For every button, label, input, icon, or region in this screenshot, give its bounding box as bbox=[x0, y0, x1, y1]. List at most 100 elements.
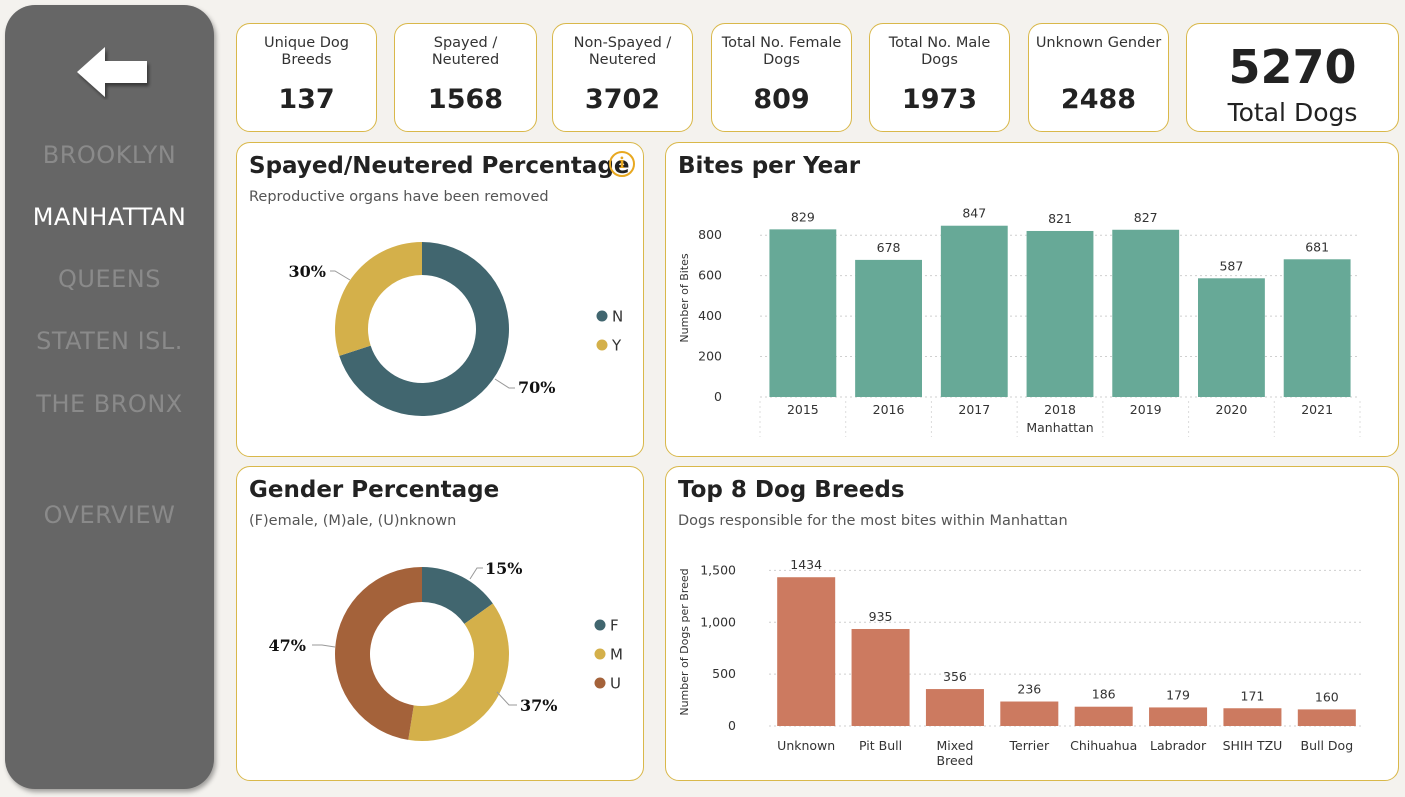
x-axis-title: Manhattan bbox=[1026, 420, 1093, 435]
slice-percent-label: 37% bbox=[520, 696, 557, 715]
arrow-left-icon bbox=[77, 47, 147, 97]
x-tick-label: Chihuahua bbox=[1070, 738, 1137, 753]
x-tick-label: Bull Dog bbox=[1301, 738, 1354, 753]
kpi-unknown-gender: Unknown Gender 2488 bbox=[1028, 23, 1169, 132]
bar-bull-dog[interactable] bbox=[1297, 709, 1356, 726]
x-tick-label: 2019 bbox=[1130, 402, 1162, 417]
y-tick-label: 1,500 bbox=[700, 562, 736, 577]
nav-manhattan[interactable]: MANHATTAN bbox=[32, 203, 187, 231]
bar-terrier[interactable] bbox=[1000, 701, 1059, 726]
slice-percent-label: 70% bbox=[518, 378, 555, 397]
panel-subtitle: (F)emale, (M)ale, (U)nknown bbox=[249, 513, 457, 529]
legend-label[interactable]: U bbox=[610, 675, 621, 693]
kpi-value: 137 bbox=[278, 84, 335, 115]
panel-title: Gender Percentage bbox=[249, 477, 500, 503]
spayed-donut-chart: 70% N 30% Y bbox=[289, 242, 623, 416]
bar-2021[interactable] bbox=[1283, 259, 1351, 397]
y-tick-label: 500 bbox=[712, 666, 736, 681]
panel-subtitle: Reproductive organs have been removed bbox=[249, 189, 549, 205]
bar-data-label: 829 bbox=[791, 209, 815, 224]
leader-line bbox=[312, 644, 336, 648]
kpi-non-spayed: Non-Spayed / Neutered 3702 bbox=[552, 23, 693, 132]
bar-2017[interactable] bbox=[940, 225, 1008, 397]
gender-donut-chart: 15% F 37% M 47% U bbox=[269, 559, 623, 741]
leader-line bbox=[469, 567, 483, 580]
back-button[interactable] bbox=[75, 45, 155, 100]
x-tick-label: 2018 bbox=[1044, 402, 1076, 417]
bar-shih-tzu[interactable] bbox=[1223, 708, 1282, 726]
kpi-spayed-neutered: Spayed / Neutered 1568 bbox=[394, 23, 537, 132]
kpi-value: 3702 bbox=[584, 84, 661, 115]
x-tick-label: Terrier bbox=[1009, 738, 1050, 753]
slice-percent-label: 30% bbox=[289, 262, 326, 281]
nav-staten-island[interactable]: STATEN ISL. bbox=[36, 327, 183, 355]
bar-data-label: 236 bbox=[1017, 682, 1041, 697]
sidebar-nav: BROOKLYN MANHATTAN QUEENS STATEN ISL. TH… bbox=[5, 5, 214, 789]
legend-label[interactable]: M bbox=[610, 646, 623, 664]
kpi-total-dogs: 5270 Total Dogs bbox=[1186, 23, 1399, 132]
x-tick-label: 2020 bbox=[1216, 402, 1248, 417]
x-tick-label: 2015 bbox=[787, 402, 819, 417]
donut-slice-y[interactable] bbox=[335, 242, 422, 356]
y-tick-label: 800 bbox=[698, 227, 722, 242]
panel-title: Top 8 Dog Breeds bbox=[678, 477, 905, 503]
bar-data-label: 160 bbox=[1315, 689, 1339, 704]
spayed-panel: Spayed/Neutered Percentage Reproductive … bbox=[236, 142, 644, 457]
legend-marker bbox=[596, 310, 608, 322]
nav-the-bronx[interactable]: THE BRONX bbox=[36, 390, 183, 418]
bar-labrador[interactable] bbox=[1149, 707, 1208, 726]
donut-slice-n[interactable] bbox=[339, 242, 509, 416]
bar-2018[interactable] bbox=[1026, 230, 1094, 397]
bites-bar-chart: 0 200 400 600 800 Number of Bites 829 2015 678 20… bbox=[678, 206, 1361, 437]
panel-subtitle: Dogs responsible for the most bites with… bbox=[678, 513, 1068, 529]
kpi-value: 809 bbox=[753, 84, 810, 115]
bar-chihuahua[interactable] bbox=[1074, 706, 1133, 726]
leader-line bbox=[494, 378, 515, 389]
y-tick-label: 1,000 bbox=[700, 614, 736, 629]
nav-queens[interactable]: QUEENS bbox=[58, 265, 161, 293]
kpi-male-dogs: Total No. Male Dogs 1973 bbox=[869, 23, 1010, 132]
bar-data-label: 678 bbox=[877, 240, 901, 255]
x-tick-label: 2021 bbox=[1301, 402, 1333, 417]
y-tick-label: 0 bbox=[714, 389, 722, 404]
legend-label[interactable]: N bbox=[612, 308, 623, 326]
bites-panel: Bites per Year 0 200 400 600 800 Number of Bi… bbox=[665, 142, 1399, 457]
x-tick-label: 2017 bbox=[958, 402, 990, 417]
total-dogs-value: 5270 bbox=[1228, 40, 1357, 94]
y-tick-label: 400 bbox=[698, 308, 722, 323]
bar-data-label: 1434 bbox=[790, 557, 822, 572]
bar-unknown[interactable] bbox=[777, 577, 836, 726]
x-tick-label: SHIH TZU bbox=[1223, 738, 1283, 753]
legend-label[interactable]: F bbox=[610, 617, 619, 635]
kpi-label: Unique Dog Breeds bbox=[264, 35, 349, 68]
bar-2015[interactable] bbox=[769, 229, 837, 397]
leader-line bbox=[496, 691, 517, 706]
leader-line bbox=[330, 270, 351, 281]
bar-2019[interactable] bbox=[1112, 229, 1180, 397]
y-tick-label: 600 bbox=[698, 268, 722, 283]
donut-slice-u[interactable] bbox=[334, 567, 422, 740]
x-tick-label: 2016 bbox=[873, 402, 905, 417]
y-tick-label: 200 bbox=[698, 349, 722, 364]
nav-brooklyn[interactable]: BROOKLYN bbox=[42, 141, 177, 169]
donut-slice-m[interactable] bbox=[408, 603, 509, 741]
legend-marker bbox=[594, 648, 606, 660]
bar-data-label: 587 bbox=[1219, 258, 1243, 273]
bar-data-label: 935 bbox=[869, 609, 893, 624]
kpi-female-dogs: Total No. Female Dogs 809 bbox=[711, 23, 852, 132]
bar-data-label: 171 bbox=[1241, 688, 1265, 703]
bar-2020[interactable] bbox=[1198, 278, 1265, 397]
bar-pit-bull[interactable] bbox=[851, 628, 910, 726]
donut-slice-f[interactable] bbox=[422, 567, 493, 624]
slice-percent-label: 15% bbox=[485, 559, 522, 578]
bar-mixed-breed[interactable] bbox=[925, 689, 984, 726]
kpi-label: Non-Spayed / Neutered bbox=[573, 35, 672, 68]
nav-overview[interactable]: OVERVIEW bbox=[43, 501, 176, 529]
info-icon[interactable]: i bbox=[609, 151, 635, 177]
kpi-label: Total No. Female Dogs bbox=[721, 35, 842, 68]
bar-data-label: 186 bbox=[1092, 687, 1116, 702]
legend-label[interactable]: Y bbox=[611, 337, 622, 355]
bar-2016[interactable] bbox=[855, 259, 922, 397]
legend-marker bbox=[596, 339, 608, 351]
breeds-panel: Top 8 Dog Breeds Dogs responsible for th… bbox=[665, 466, 1399, 781]
